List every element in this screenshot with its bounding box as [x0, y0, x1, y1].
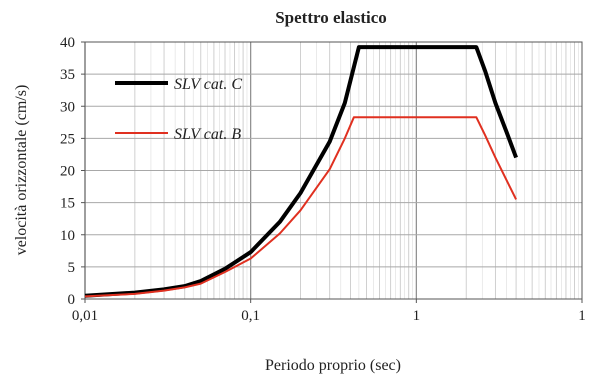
- series-line-1: [84, 45, 518, 298]
- y-tick-labels: 0 5 10 15 20 25 30 35 40: [60, 35, 85, 308]
- x-tick-label: 1: [413, 308, 421, 324]
- y-tick-label: 10: [60, 228, 75, 244]
- x-axis-label: Periodo proprio (sec): [265, 357, 401, 374]
- x-tick-label: 1: [578, 308, 586, 324]
- chart-title: Spettro elastico: [275, 8, 387, 27]
- y-tick-label: 15: [60, 196, 75, 212]
- legend-label-2: SLV cat. B: [174, 126, 241, 143]
- y-tick-label: 30: [60, 99, 75, 115]
- legend-label-1: SLV cat. C: [174, 76, 242, 93]
- x-tick-labels: 0,01 0,1 1 1: [72, 299, 586, 324]
- y-tick-label: 40: [60, 35, 75, 51]
- y-tick-label: 5: [68, 260, 76, 276]
- y-tick-label: 35: [60, 67, 75, 83]
- x-tick-label: 0,01: [72, 308, 98, 324]
- x-tick-label: 0,1: [241, 308, 260, 324]
- series-line-2: [84, 116, 517, 298]
- grid-layer: [84, 41, 582, 300]
- series-layer: [84, 45, 518, 298]
- y-axis-label: velocità orizzontale (cm/s): [13, 85, 30, 256]
- y-tick-label: 20: [60, 164, 75, 180]
- y-tick-label: 0: [68, 292, 76, 308]
- legend: SLV cat. C SLV cat. B: [115, 76, 242, 143]
- y-tick-label: 25: [60, 131, 75, 147]
